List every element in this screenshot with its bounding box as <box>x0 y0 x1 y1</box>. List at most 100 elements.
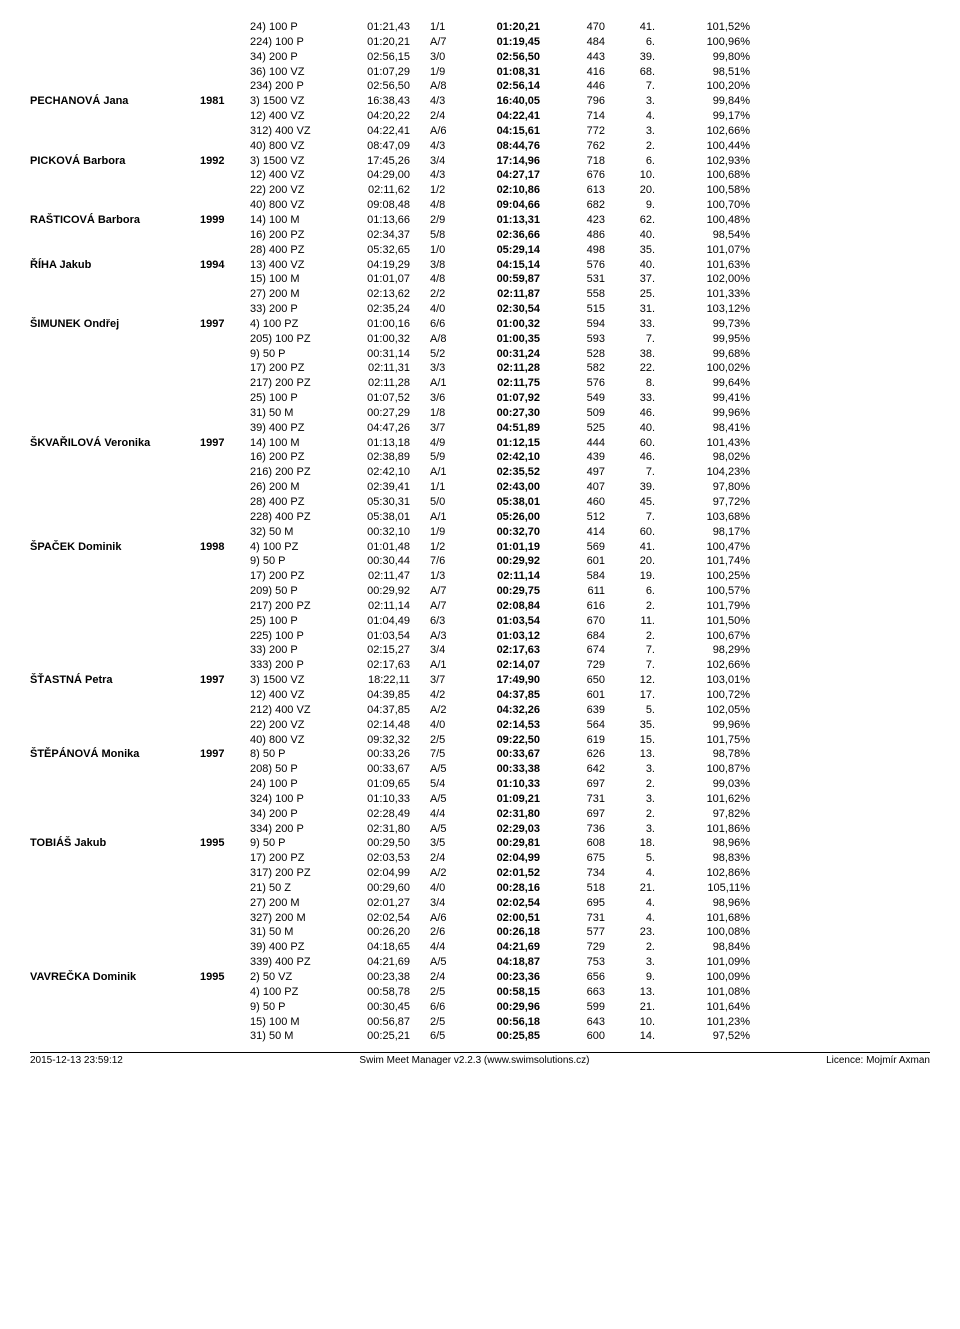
swimmer-name <box>30 510 200 525</box>
swimmer-name <box>30 1015 200 1030</box>
entry-time-cell: 01:03,54 <box>340 629 430 644</box>
results-table: 24) 100 P01:21,431/101:20,2147041.101,52… <box>30 20 930 1044</box>
result-row: ŠIMUNEK Ondřej19974) 100 PZ01:00,166/601… <box>30 317 930 332</box>
entry-time-cell: 04:19,29 <box>340 258 430 273</box>
points-cell: 676 <box>560 168 620 183</box>
points-cell: 497 <box>560 465 620 480</box>
swimmer-year <box>200 406 250 421</box>
points-cell: 444 <box>560 436 620 451</box>
points-cell: 594 <box>560 317 620 332</box>
result-row: PICKOVÁ Barbora19923) 1500 VZ17:45,263/4… <box>30 154 930 169</box>
swimmer-year <box>200 183 250 198</box>
heat-lane-cell: 4/3 <box>430 94 470 109</box>
swimmer-year: 1995 <box>200 836 250 851</box>
rank-cell: 21. <box>620 881 680 896</box>
final-time-cell: 02:14,07 <box>470 658 560 673</box>
final-time-cell: 09:22,50 <box>470 733 560 748</box>
entry-time-cell: 02:13,62 <box>340 287 430 302</box>
percent-cell: 98,29% <box>680 643 750 658</box>
result-row: TOBIÁŠ Jakub19959) 50 P00:29,503/500:29,… <box>30 836 930 851</box>
entry-time-cell: 01:00,32 <box>340 332 430 347</box>
points-cell: 762 <box>560 139 620 154</box>
rank-cell: 3. <box>620 94 680 109</box>
rank-cell: 5. <box>620 703 680 718</box>
result-row: 39) 400 PZ04:18,654/404:21,697292.98,84% <box>30 940 930 955</box>
event-cell: 327) 200 M <box>250 911 340 926</box>
entry-time-cell: 01:13,18 <box>340 436 430 451</box>
swimmer-year <box>200 495 250 510</box>
entry-time-cell: 02:02,54 <box>340 911 430 926</box>
event-cell: 12) 400 VZ <box>250 688 340 703</box>
final-time-cell: 04:15,14 <box>470 258 560 273</box>
points-cell: 731 <box>560 911 620 926</box>
swimmer-year: 1997 <box>200 436 250 451</box>
percent-cell: 103,12% <box>680 302 750 317</box>
swimmer-name <box>30 109 200 124</box>
percent-cell: 100,25% <box>680 569 750 584</box>
percent-cell: 101,62% <box>680 792 750 807</box>
entry-time-cell: 05:32,65 <box>340 243 430 258</box>
final-time-cell: 02:11,28 <box>470 361 560 376</box>
result-row: 31) 50 M00:25,216/500:25,8560014.97,52% <box>30 1029 930 1044</box>
rank-cell: 5. <box>620 851 680 866</box>
points-cell: 736 <box>560 822 620 837</box>
final-time-cell: 02:10,86 <box>470 183 560 198</box>
swimmer-year <box>200 1015 250 1030</box>
event-cell: 31) 50 M <box>250 1029 340 1044</box>
swimmer-year <box>200 911 250 926</box>
heat-lane-cell: 3/8 <box>430 258 470 273</box>
entry-time-cell: 01:00,16 <box>340 317 430 332</box>
percent-cell: 102,00% <box>680 272 750 287</box>
rank-cell: 17. <box>620 688 680 703</box>
swimmer-name <box>30 985 200 1000</box>
swimmer-name <box>30 584 200 599</box>
entry-time-cell: 04:39,85 <box>340 688 430 703</box>
event-cell: 14) 100 M <box>250 436 340 451</box>
final-time-cell: 02:56,14 <box>470 79 560 94</box>
swimmer-name <box>30 65 200 80</box>
event-cell: 26) 200 M <box>250 480 340 495</box>
swimmer-year <box>200 1029 250 1044</box>
rank-cell: 21. <box>620 1000 680 1015</box>
entry-time-cell: 00:29,50 <box>340 836 430 851</box>
entry-time-cell: 00:23,38 <box>340 970 430 985</box>
points-cell: 643 <box>560 1015 620 1030</box>
points-cell: 564 <box>560 718 620 733</box>
rank-cell: 19. <box>620 569 680 584</box>
heat-lane-cell: 3/4 <box>430 643 470 658</box>
entry-time-cell: 08:47,09 <box>340 139 430 154</box>
entry-time-cell: 02:11,14 <box>340 599 430 614</box>
heat-lane-cell: 5/9 <box>430 450 470 465</box>
entry-time-cell: 02:04,99 <box>340 866 430 881</box>
swimmer-name <box>30 792 200 807</box>
heat-lane-cell: A/8 <box>430 332 470 347</box>
event-cell: 4) 100 PZ <box>250 540 340 555</box>
swimmer-name <box>30 124 200 139</box>
percent-cell: 97,82% <box>680 807 750 822</box>
heat-lane-cell: 1/8 <box>430 406 470 421</box>
event-cell: 9) 50 P <box>250 836 340 851</box>
swimmer-name <box>30 940 200 955</box>
result-row: PECHANOVÁ Jana19813) 1500 VZ16:38,434/31… <box>30 94 930 109</box>
event-cell: 17) 200 PZ <box>250 851 340 866</box>
swimmer-name: ŠŤASTNÁ Petra <box>30 673 200 688</box>
percent-cell: 100,47% <box>680 540 750 555</box>
swimmer-year: 1997 <box>200 317 250 332</box>
rank-cell: 2. <box>620 940 680 955</box>
percent-cell: 100,08% <box>680 925 750 940</box>
rank-cell: 4. <box>620 911 680 926</box>
final-time-cell: 04:37,85 <box>470 688 560 703</box>
entry-time-cell: 01:07,29 <box>340 65 430 80</box>
points-cell: 518 <box>560 881 620 896</box>
rank-cell: 12. <box>620 673 680 688</box>
event-cell: 15) 100 M <box>250 1015 340 1030</box>
swimmer-year <box>200 955 250 970</box>
points-cell: 729 <box>560 658 620 673</box>
heat-lane-cell: A/8 <box>430 79 470 94</box>
swimmer-year <box>200 866 250 881</box>
final-time-cell: 01:10,33 <box>470 777 560 792</box>
heat-lane-cell: 4/2 <box>430 688 470 703</box>
final-time-cell: 00:25,85 <box>470 1029 560 1044</box>
swimmer-year <box>200 302 250 317</box>
result-row: 312) 400 VZ04:22,41A/604:15,617723.102,6… <box>30 124 930 139</box>
